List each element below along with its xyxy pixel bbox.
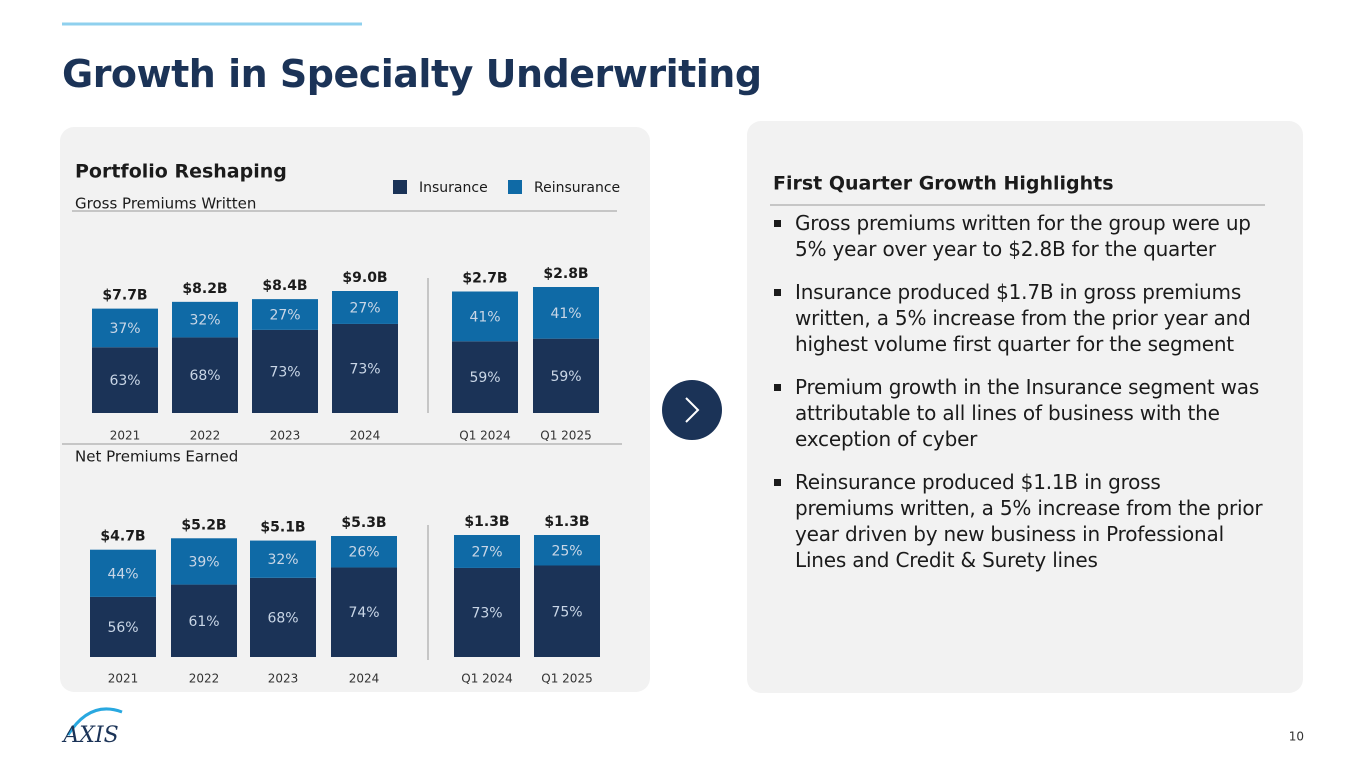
bar-segment <box>172 301 238 338</box>
x-tick-label: 2022 <box>190 429 221 443</box>
segment-label: 73% <box>269 364 300 380</box>
segment-label: 73% <box>349 361 380 377</box>
x-tick-label: Q1 2025 <box>540 429 591 443</box>
panel-title: Portfolio Reshaping <box>75 161 287 183</box>
bar-segment <box>331 536 397 568</box>
total-label: $1.3B <box>544 514 589 530</box>
segment-label: 56% <box>107 620 138 636</box>
segment-label: 44% <box>107 566 138 582</box>
section-label: Net Premiums Earned <box>75 448 238 466</box>
bar-segment <box>252 329 318 413</box>
bullet: Gross premiums written for the group wer… <box>772 210 1264 262</box>
total-label: $5.2B <box>181 517 226 533</box>
legend-label: Insurance <box>419 180 488 196</box>
bar-segment <box>454 535 520 568</box>
bullet: Premium growth in the Insurance segment … <box>772 374 1264 452</box>
segment-label: 41% <box>469 309 500 325</box>
bar-segment <box>534 565 600 657</box>
segment-label: 63% <box>109 373 140 389</box>
bar-segment <box>533 338 599 413</box>
chevron <box>685 397 700 423</box>
x-tick-label: 2024 <box>350 429 381 443</box>
bullet-list: Gross premiums written for the group wer… <box>772 210 1264 590</box>
x-tick-label: Q1 2024 <box>459 429 510 443</box>
segment-label: 27% <box>471 544 502 560</box>
bar-segment <box>172 337 238 413</box>
segment-label: 37% <box>109 321 140 337</box>
segment-label: 59% <box>550 369 581 385</box>
total-label: $5.1B <box>260 520 305 536</box>
x-tick-label: Q1 2025 <box>541 672 592 686</box>
bar-segment <box>332 323 398 413</box>
highlights-title: First Quarter Growth Highlights <box>773 173 1114 195</box>
slide-title: Growth in Specialty Underwriting <box>62 52 762 96</box>
legend-swatch <box>393 180 407 194</box>
x-tick-label: 2022 <box>189 672 220 686</box>
segment-label: 32% <box>267 552 298 568</box>
bullet: Insurance produced $1.7B in gross premiu… <box>772 279 1264 357</box>
segment-label: 41% <box>550 306 581 322</box>
section-label: Gross Premiums Written <box>75 195 256 213</box>
segment-label: 61% <box>188 614 219 630</box>
bar-segment <box>92 308 158 348</box>
segment-label: 68% <box>189 368 220 384</box>
segment-label: 39% <box>188 554 219 570</box>
segment-label: 68% <box>267 610 298 626</box>
total-label: $8.4B <box>262 278 307 294</box>
segment-label: 73% <box>471 605 502 621</box>
bar-segment <box>331 567 397 657</box>
bar-segment <box>250 577 316 657</box>
bar-segment <box>252 299 318 330</box>
x-tick-label: 2023 <box>268 672 299 686</box>
segment-label: 74% <box>348 605 379 621</box>
bar-segment <box>90 596 156 657</box>
accent-line <box>62 22 362 26</box>
next-arrow <box>662 380 722 440</box>
segment-label: 27% <box>269 308 300 324</box>
total-label: $5.3B <box>341 515 386 531</box>
bar-segment <box>332 291 398 324</box>
bar-segment <box>452 341 518 413</box>
bar-segment <box>533 287 599 339</box>
segment-label: 32% <box>189 313 220 329</box>
legend-label: Reinsurance <box>534 180 620 196</box>
segment-label: 26% <box>348 545 379 561</box>
segment-label: 27% <box>349 300 380 316</box>
x-tick-label: 2021 <box>110 429 141 443</box>
x-tick-label: Q1 2024 <box>461 672 512 686</box>
bar-segment <box>250 540 316 578</box>
total-label: $8.2B <box>182 281 227 297</box>
x-tick-label: 2024 <box>349 672 380 686</box>
bar-segment <box>90 549 156 597</box>
segment-label: 59% <box>469 370 500 386</box>
segment-label: 75% <box>551 604 582 620</box>
bullet: Reinsurance produced $1.1B in gross prem… <box>772 469 1264 573</box>
total-label: $9.0B <box>342 270 387 286</box>
total-label: $7.7B <box>102 288 147 304</box>
legend-swatch <box>508 180 522 194</box>
logo-swoosh <box>66 707 123 736</box>
x-tick-label: 2023 <box>270 429 301 443</box>
x-tick-label: 2021 <box>108 672 139 686</box>
page-number: 10 <box>1289 730 1304 744</box>
right-panel <box>747 121 1303 693</box>
total-label: $2.8B <box>543 266 588 282</box>
bar-segment <box>534 535 600 566</box>
bar-segment <box>92 347 158 413</box>
bar-segment <box>452 291 518 342</box>
bar-segment <box>171 538 237 585</box>
logo: AXIS <box>61 723 118 748</box>
total-label: $4.7B <box>100 529 145 545</box>
bar-segment <box>454 567 520 657</box>
total-label: $2.7B <box>462 271 507 287</box>
segment-label: 25% <box>551 543 582 559</box>
bar-segment <box>171 584 237 657</box>
total-label: $1.3B <box>464 514 509 530</box>
